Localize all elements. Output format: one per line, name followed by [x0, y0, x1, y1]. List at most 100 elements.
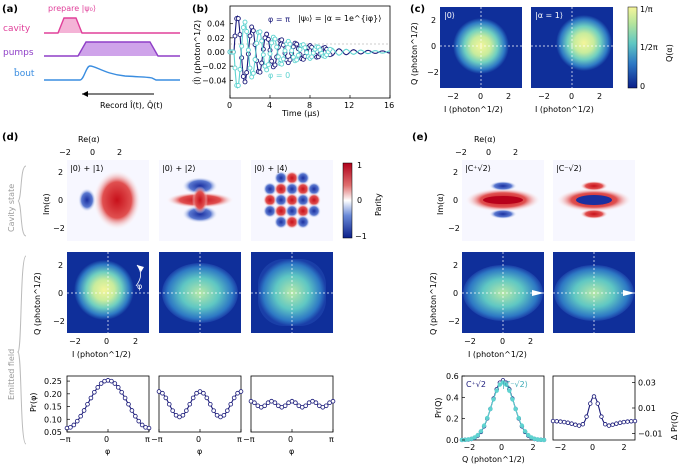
pr-phi-point-1-19	[221, 412, 227, 418]
pr-phi-point-1-2	[163, 395, 169, 401]
series-point-0-5	[235, 16, 241, 21]
pr-q-ytick-label-1: 0.4	[446, 393, 459, 402]
series-point-1-46	[304, 50, 310, 55]
pr-phi-point-1-24	[238, 389, 244, 394]
wigner-04-lobe	[263, 193, 277, 207]
series-point-0-12	[247, 33, 253, 39]
pr-phi-point-1-22	[231, 395, 237, 401]
pr-phi-xtick-label-0-0: −π	[59, 435, 71, 444]
pumps-label: pumps	[3, 48, 34, 58]
panel-d-top-tick-1: 0	[90, 148, 95, 157]
wigner-04-lobe	[285, 193, 299, 207]
series-point-1-33	[282, 48, 288, 54]
series-point-0-6	[237, 32, 243, 38]
series-point-1-18	[257, 29, 263, 35]
series-point-1-7	[239, 43, 245, 49]
pr-q-ytick-label-2: 0.2	[446, 415, 459, 424]
pr-phi-point-0-22	[139, 422, 145, 428]
parity-cbtick-0: 1	[357, 161, 362, 170]
pr-q-ylabel: Pr(Q)	[434, 397, 443, 418]
pr-q-point-1-7	[481, 423, 487, 428]
husimi-vacuum-label: |0⟩	[444, 11, 455, 20]
bout-label: b̂out	[13, 67, 34, 79]
series-point-1-42	[297, 46, 303, 52]
series-point-0-10	[244, 70, 250, 75]
pr-phi-point-1-21	[228, 401, 234, 407]
series-point-1-8	[240, 25, 246, 30]
pr-phi-point-2-24	[330, 398, 336, 404]
series-point-1-41	[295, 52, 301, 58]
pr-q-point-1-10	[491, 397, 496, 402]
series-point-1-50	[310, 50, 316, 56]
series-point-1-10	[244, 29, 250, 34]
wigner-cat-plus-pattern	[465, 181, 541, 219]
wigner-04-lobe	[307, 204, 321, 218]
pr-phi-point-1-4	[170, 408, 175, 413]
panel-b-ylabel: ⟨Î⟩ (photon^1/2)	[191, 20, 202, 85]
wigner-04-lobe	[296, 215, 310, 229]
pr-phi-point-2-1	[252, 400, 257, 406]
panel-c-xlabel-2: I (photon^1/2)	[535, 105, 594, 114]
dpr-q-xtick-label-0: −2	[554, 443, 566, 452]
panel-b-xlabel: Time (μs)	[281, 109, 320, 118]
panel-d-row2-ylabel: Q (photon^1/2)	[33, 272, 42, 335]
series-point-1-28	[274, 44, 280, 50]
pr-phi-point-0-15	[115, 385, 121, 390]
panel-b: 0 4 8 12 16 0.04 0.02 0.00 −0.02 −0.04 |ψ₀⟩ = |α …	[191, 5, 394, 118]
panel-label-b: (b)	[192, 4, 208, 15]
pr-phi-point-1-13	[201, 390, 206, 396]
dpr-q-point-1	[554, 419, 559, 424]
pr-q-point-1-19	[519, 423, 525, 428]
pr-phi-point-1-9	[187, 401, 193, 407]
dpr-q-point-10	[588, 401, 593, 406]
pr-q-point-1-15	[507, 388, 512, 393]
dpr-q-xtick-label-2: 2	[622, 443, 627, 452]
pr-phi-point-0-6	[85, 401, 90, 407]
dpr-q-point-6	[573, 422, 578, 427]
side-label-cavity: Cavity state	[7, 184, 16, 232]
dpr-q-point-22	[632, 418, 638, 424]
pr-q-ytick-label-3: 0.0	[446, 436, 459, 445]
series-point-0-25	[269, 58, 275, 64]
panel-c-xtick-5: 2	[597, 92, 602, 101]
pr-phi-point-2-10	[282, 403, 288, 409]
pr-q-point-1-21	[526, 432, 531, 438]
panel-d-row2-ytick-1: 0	[58, 289, 63, 298]
dpr-q-point-12	[595, 401, 600, 406]
pr-phi-point-1-14	[204, 395, 210, 401]
panel-e-top-axis: Re(α)	[474, 135, 496, 144]
pr-phi-point-2-19	[313, 400, 319, 406]
panel-e-row2-xtick-1: 0	[500, 337, 505, 346]
pr-phi-point-0-17	[122, 395, 128, 401]
series-point-1-14	[250, 70, 256, 76]
pr-phi-point-0-14	[112, 381, 118, 386]
panel-c-xtick-0: −2	[447, 92, 459, 101]
pr-q-point-1-12	[497, 382, 503, 387]
b-xtick-label-2: 8	[307, 101, 312, 110]
panel-e-row2-xtick-2: 2	[528, 337, 533, 346]
panel-c-xtick-1: 0	[478, 92, 483, 101]
pumps-trace	[44, 41, 180, 57]
panel-c-ylabel: Q (photon^1/2)	[410, 22, 419, 85]
pr-phi-point-0-10	[98, 381, 104, 386]
pr-q-legend-plus: C⁺√2	[466, 380, 486, 389]
wigner-04-lobe	[263, 182, 277, 196]
dpr-q-point-0	[550, 418, 556, 424]
series-point-0-36	[287, 57, 293, 63]
emitted-01-blob	[74, 260, 134, 320]
series-point-0-14	[250, 28, 256, 34]
wigner-04-lobe	[296, 193, 310, 207]
panel-c-ytick-2: −2	[427, 68, 439, 77]
dpr-q-point-9	[584, 414, 589, 419]
pr-q-point-1-26	[541, 437, 547, 443]
parity-colorbar	[342, 162, 353, 239]
pr-phi-point-1-8	[184, 408, 189, 413]
panel-d-row1-ytick-2: −2	[53, 224, 65, 233]
wigner-04-lobe	[307, 182, 321, 196]
cavity-trace	[44, 17, 180, 34]
pr-q-point-1-14	[503, 382, 509, 387]
pr-phi-point-1-7	[180, 412, 186, 418]
pr-phi-xlabel-1: φ	[197, 447, 202, 456]
panel-c-xtick-3: −2	[538, 92, 550, 101]
